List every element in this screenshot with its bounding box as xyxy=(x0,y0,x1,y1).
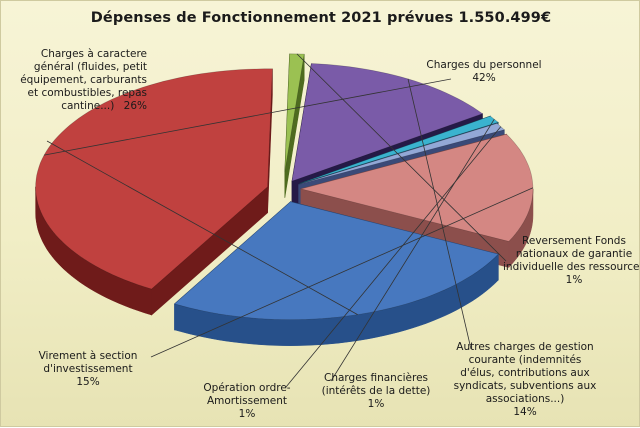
slice-outer-wall xyxy=(508,188,534,269)
label-reversement-fonds: Reversement Fonds nationaux de garantie … xyxy=(501,235,640,287)
label-percent: 26% xyxy=(123,100,147,112)
label-text: nationaux de garantie xyxy=(515,248,633,260)
label-text: Amortissement xyxy=(206,395,288,407)
label-text: Charges à caractere xyxy=(40,48,147,60)
label-line-with-percent: cantine...) 26% xyxy=(11,100,147,113)
slice-tops xyxy=(35,53,534,321)
label-charges-personnel: Charges du personnel 42% xyxy=(419,59,549,85)
label-operation-ordre: Opération ordre- Amortissement 1% xyxy=(197,382,297,421)
label-text: Virement à section xyxy=(38,350,138,362)
label-text: Reversement Fonds xyxy=(522,235,626,247)
label-percent: 42% xyxy=(472,72,496,84)
label-text: associations...) xyxy=(485,393,565,405)
leader-line xyxy=(407,78,472,350)
label-text: d'élus, contributions aux xyxy=(460,367,590,379)
label-charges-financieres: Charges financières (intérêts de la dett… xyxy=(319,372,433,411)
label-text: Charges du personnel xyxy=(426,59,542,71)
chart-title: Dépenses de Fonctionnement 2021 prévues … xyxy=(90,10,552,26)
label-text: d'investissement xyxy=(43,363,133,375)
label-text: syndicats, subventions aux xyxy=(453,380,597,392)
label-text: et combustibles, repas xyxy=(27,87,147,99)
label-text: général (fluides, petit xyxy=(33,61,147,73)
label-text: individuelle des ressources xyxy=(503,261,640,273)
leader-line xyxy=(330,118,495,382)
label-percent: 15% xyxy=(76,376,100,388)
label-text: Charges financières xyxy=(323,372,428,384)
label-text: Opération ordre- xyxy=(203,382,291,394)
label-virement-section: Virement à section d'investissement 15% xyxy=(23,350,153,389)
label-charges-caractere-general: Charges à caractere général (fluides, pe… xyxy=(11,48,147,113)
label-text: Autres charges de gestion xyxy=(456,341,594,353)
label-percent: 1% xyxy=(367,398,385,410)
label-text: (intérêts de la dette) xyxy=(321,385,431,397)
leader-line xyxy=(44,78,452,156)
leader-lines xyxy=(44,53,534,388)
label-percent: 1% xyxy=(565,274,583,286)
label-autres-charges: Autres charges de gestion courante (inde… xyxy=(445,341,605,419)
label-text: courante (indemnités xyxy=(468,354,582,366)
label-text: cantine...) xyxy=(61,100,115,112)
label-text: équipement, carburants xyxy=(20,74,147,86)
label-percent: 1% xyxy=(238,408,256,420)
leader-line xyxy=(296,53,507,262)
leader-line xyxy=(46,140,358,315)
slice-side xyxy=(35,68,273,316)
label-percent: 14% xyxy=(513,406,537,418)
slice-outer-wall xyxy=(35,186,152,316)
leader-line xyxy=(285,126,502,388)
leader-line xyxy=(150,187,534,358)
